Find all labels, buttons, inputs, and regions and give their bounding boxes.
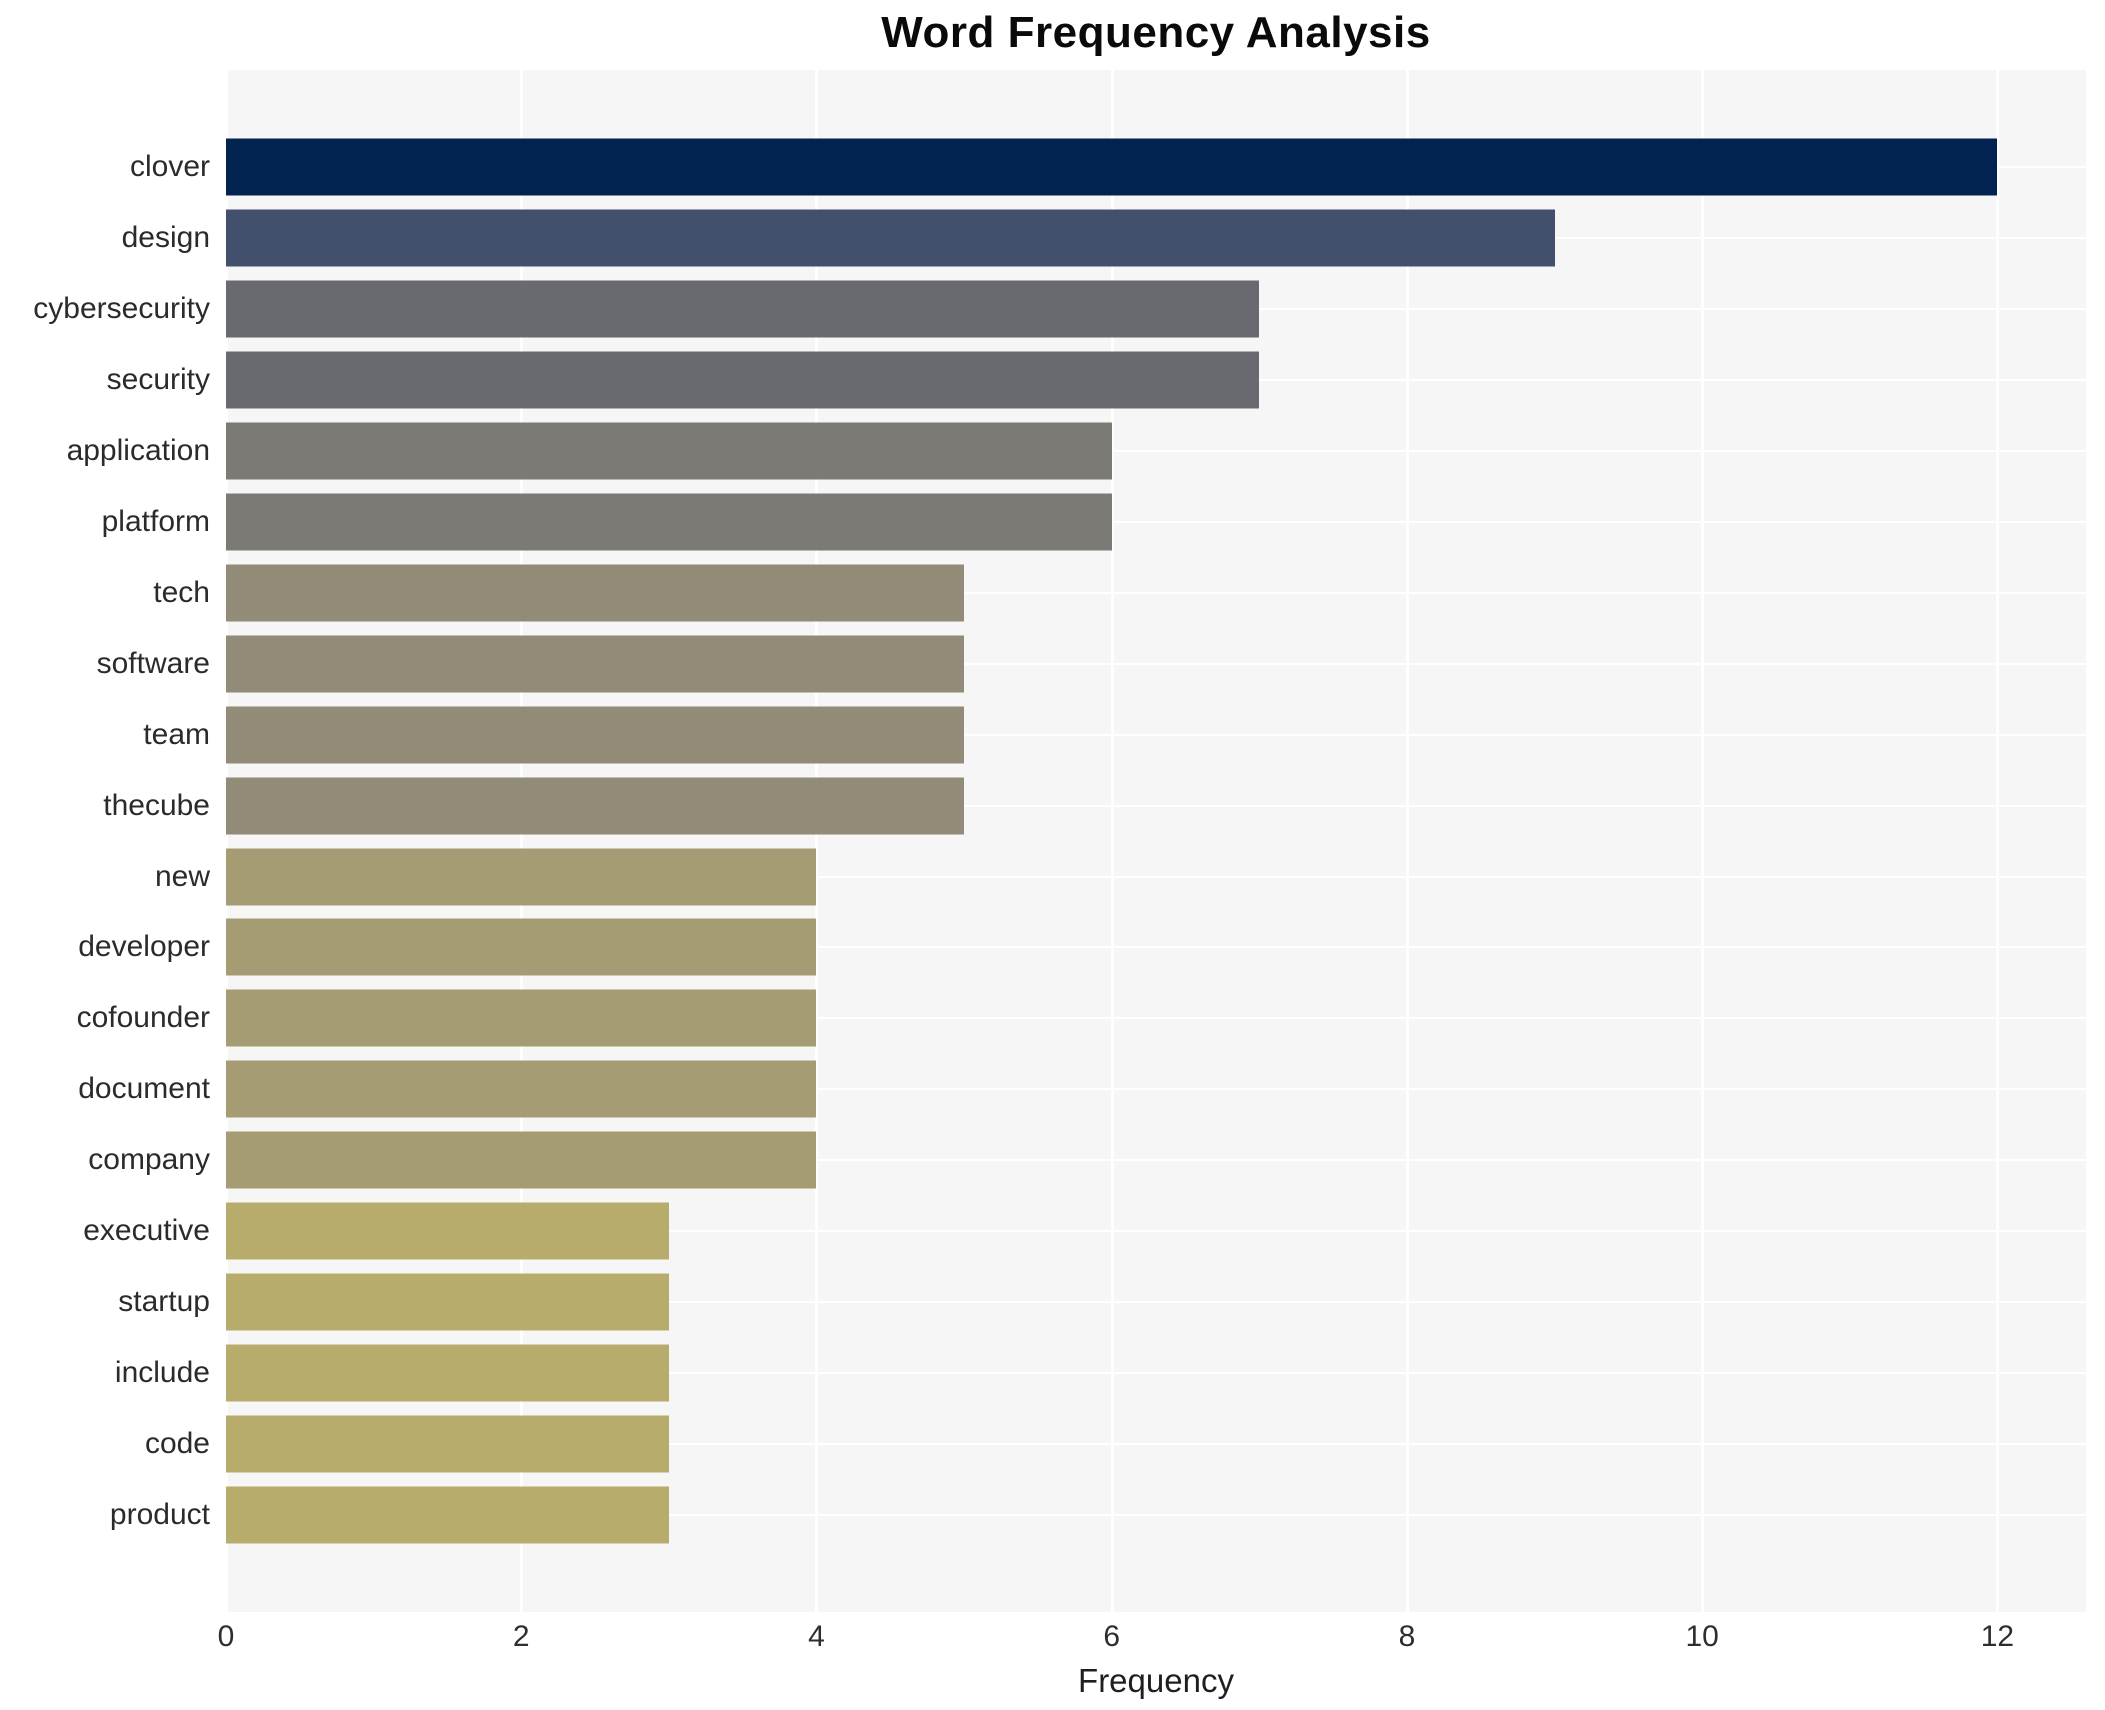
bar-software xyxy=(226,635,965,693)
x-tick-label: 0 xyxy=(217,1620,235,1653)
x-axis: 0 2 4 6 8 10 12 xyxy=(218,1620,2086,1664)
bar-team xyxy=(226,706,965,764)
gridline-vertical xyxy=(1405,70,1409,1612)
y-tick-label: cofounder xyxy=(76,1001,210,1035)
y-tick-label: software xyxy=(96,646,210,680)
y-tick-label: tech xyxy=(153,575,210,609)
y-tick-label: thecube xyxy=(103,788,210,822)
y-tick-label: include xyxy=(114,1355,210,1389)
bar-include xyxy=(226,1344,669,1402)
gridline-vertical xyxy=(815,70,819,1612)
y-tick-label: startup xyxy=(118,1284,210,1318)
bar-row: product xyxy=(110,1479,2086,1550)
y-tick-label: company xyxy=(88,1143,210,1177)
y-tick-label: product xyxy=(109,1497,210,1531)
y-tick-label: code xyxy=(144,1426,210,1460)
bar-row: document xyxy=(78,1054,2086,1125)
x-tick-label: 8 xyxy=(1398,1620,1416,1653)
bar-tech xyxy=(226,564,965,622)
x-axis-label: Frequency xyxy=(1078,1662,1234,1699)
bar-row: thecube xyxy=(103,770,2086,841)
bar-cybersecurity xyxy=(226,280,1260,338)
y-tick-label: platform xyxy=(101,504,210,538)
bar-row: design xyxy=(122,203,2086,274)
bar-product xyxy=(226,1486,669,1544)
gridline-horizontal xyxy=(226,804,2086,807)
y-tick-label: executive xyxy=(83,1214,210,1248)
bar-thecube xyxy=(226,777,965,835)
y-tick-label: document xyxy=(78,1072,210,1106)
y-tick-label: developer xyxy=(78,930,210,964)
gridline-horizontal xyxy=(226,1513,2086,1516)
gridline-horizontal xyxy=(226,1230,2086,1233)
bar-developer xyxy=(226,918,817,976)
bar-new xyxy=(226,848,817,906)
bar-row: tech xyxy=(153,557,2086,628)
bar-row: clover xyxy=(130,132,2086,203)
gridline-horizontal xyxy=(226,1017,2086,1020)
y-tick-label: security xyxy=(106,363,210,397)
bar-rows: clover design cybersecurity security applica… xyxy=(33,132,2086,1550)
bar-row: team xyxy=(143,699,2086,770)
gridline-vertical xyxy=(1110,70,1114,1612)
bar-design xyxy=(226,209,1555,267)
bar-row: include xyxy=(115,1337,2086,1408)
gridline-vertical xyxy=(1996,70,2000,1612)
gridline-horizontal xyxy=(226,662,2086,665)
bar-row: company xyxy=(88,1125,2086,1196)
bar-row: cofounder xyxy=(77,983,2086,1054)
plot-area: clover design cybersecurity security applica… xyxy=(33,70,2086,1612)
x-tick-label: 2 xyxy=(512,1620,530,1653)
bar-row: application xyxy=(67,416,2086,487)
x-tick-label: 4 xyxy=(808,1620,825,1653)
gridline-horizontal xyxy=(226,1300,2086,1303)
bar-startup xyxy=(226,1273,669,1331)
bar-executive xyxy=(226,1202,669,1260)
gridline-horizontal xyxy=(226,450,2086,453)
bar-company xyxy=(226,1131,817,1189)
gridline-vertical xyxy=(520,70,524,1612)
bar-row: executive xyxy=(83,1196,2086,1267)
y-tick-label: application xyxy=(66,434,210,468)
bar-row: security xyxy=(107,345,2086,416)
gridline-horizontal xyxy=(226,875,2086,878)
x-tick-label: 10 xyxy=(1685,1620,1719,1653)
x-tick-label: 6 xyxy=(1103,1620,1121,1653)
gridline-horizontal xyxy=(226,946,2086,949)
bar-document xyxy=(226,1060,817,1118)
chart-title: Word Frequency Analysis xyxy=(881,8,1431,57)
y-tick-label: new xyxy=(154,859,210,893)
bar-row: cybersecurity xyxy=(33,274,2086,345)
bar-row: developer xyxy=(78,912,2086,983)
bar-application xyxy=(226,422,1112,480)
gridline-horizontal xyxy=(226,1088,2086,1091)
gridline-vertical xyxy=(225,70,228,1612)
gridline-horizontal xyxy=(226,1159,2086,1162)
y-tick-label: team xyxy=(143,717,210,751)
y-tick-label: cybersecurity xyxy=(33,292,210,326)
bar-row: platform xyxy=(102,487,2086,558)
bar-code xyxy=(226,1415,669,1473)
gridline-horizontal xyxy=(226,1371,2086,1374)
bar-platform xyxy=(226,493,1112,551)
bar-clover xyxy=(226,138,1998,196)
bar-row: code xyxy=(145,1408,2086,1479)
x-tick-label: 12 xyxy=(1980,1620,2015,1653)
bar-cofounder xyxy=(226,989,817,1047)
gridline-horizontal xyxy=(226,591,2086,594)
y-tick-label: design xyxy=(121,221,210,255)
bar-row: startup xyxy=(118,1267,2086,1338)
gridline-horizontal xyxy=(226,733,2086,736)
bar-row: software xyxy=(97,628,2086,699)
bar-row: new xyxy=(155,841,2086,912)
gridline-vertical xyxy=(1701,70,1705,1612)
gridline-horizontal xyxy=(226,520,2086,523)
bar-security xyxy=(226,351,1260,409)
gridline-horizontal xyxy=(226,1442,2086,1445)
y-tick-label: clover xyxy=(129,150,210,184)
